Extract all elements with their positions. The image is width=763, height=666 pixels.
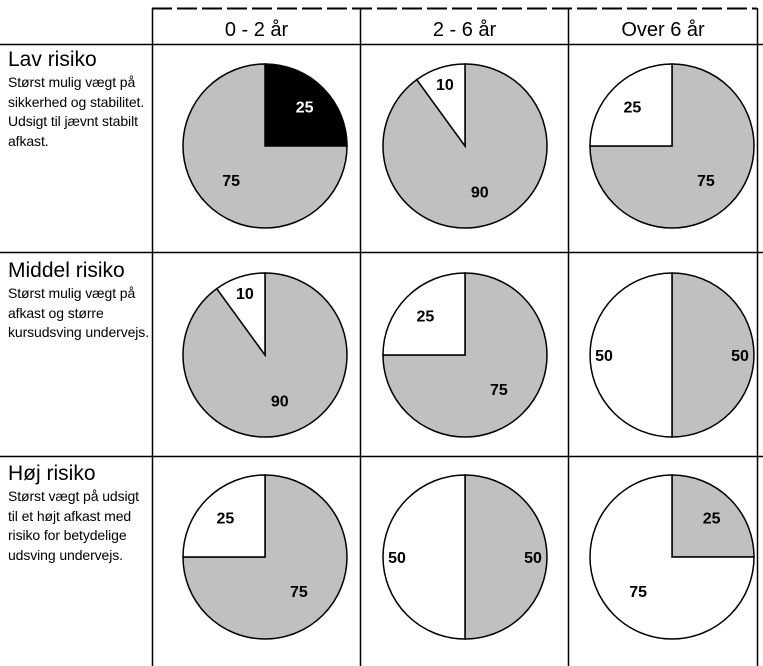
column-header-2-6: 2 - 6 år (432, 18, 497, 41)
pie-data-label: 75 (697, 173, 715, 190)
pie-data-label: 90 (271, 394, 289, 411)
row-description: Størst mulig vægt på sikkerhed og stabil… (8, 74, 145, 149)
pie-data-label: 50 (388, 550, 406, 567)
pie-chart: 50 50 (589, 272, 755, 438)
pie-data-label: 50 (595, 348, 613, 365)
pie-chart: 75 25 (382, 272, 548, 438)
row-title: Middel risiko (8, 259, 125, 282)
pie-data-label: 25 (417, 308, 435, 325)
row-description: Størst mulig vægt på afkast og større ku… (8, 285, 149, 340)
pie-data-label: 25 (296, 99, 314, 116)
column-header-0-2: 0 - 2 år (224, 18, 289, 41)
pie-data-label: 75 (222, 173, 240, 190)
pie-slice (589, 63, 755, 229)
pie-data-label: 25 (624, 99, 642, 116)
pie-data-label: 10 (236, 286, 254, 303)
pie-data-label: 75 (290, 584, 308, 601)
pie-chart: 90 10 (182, 272, 348, 438)
pie-slice (382, 272, 548, 438)
pie-slice (182, 63, 348, 229)
row-label-lav-risiko: Lav risiko Størst mulig vægt på sikkerhe… (8, 49, 152, 151)
row-description: Størst vægt på udsigt til et højt afkast… (8, 488, 139, 563)
pie-data-label: 75 (490, 382, 508, 399)
column-header-over-6: Over 6 år (621, 18, 705, 41)
pie-slice (464, 474, 548, 640)
pie-chart: 90 10 (382, 63, 548, 229)
pie-data-label: 25 (217, 510, 235, 527)
pie-slice (671, 272, 755, 438)
pie-data-label: 10 (436, 77, 454, 94)
pie-data-label: 50 (731, 348, 749, 365)
pie-data-label: 90 (471, 185, 489, 202)
row-label-middel-risiko: Middel risiko Størst mulig vægt på afkas… (8, 260, 152, 343)
pie-data-label: 50 (524, 550, 542, 567)
pie-data-label: 75 (629, 584, 647, 601)
pie-slice (382, 272, 466, 356)
pie-chart: 25 75 (182, 63, 348, 229)
pie-slice (671, 474, 755, 558)
pie-chart: 25 75 (589, 474, 755, 640)
pie-slice (589, 474, 755, 640)
pie-slice (589, 63, 673, 147)
row-title: Lav risiko (8, 48, 97, 71)
pie-slice (182, 474, 266, 558)
row-title: Høj risiko (8, 462, 96, 485)
pie-slice (182, 474, 348, 640)
pie-chart: 75 25 (182, 474, 348, 640)
pie-slice (589, 272, 673, 438)
pie-data-label: 25 (703, 510, 721, 527)
pie-chart: 75 25 (589, 63, 755, 229)
pie-slice (264, 63, 348, 147)
pie-slice (415, 63, 466, 149)
pie-slice (382, 474, 466, 640)
pie-slice (215, 272, 266, 358)
row-label-hoj-risiko: Høj risiko Størst vægt på udsigt til et … (8, 463, 152, 565)
pie-chart: 50 50 (382, 474, 548, 640)
